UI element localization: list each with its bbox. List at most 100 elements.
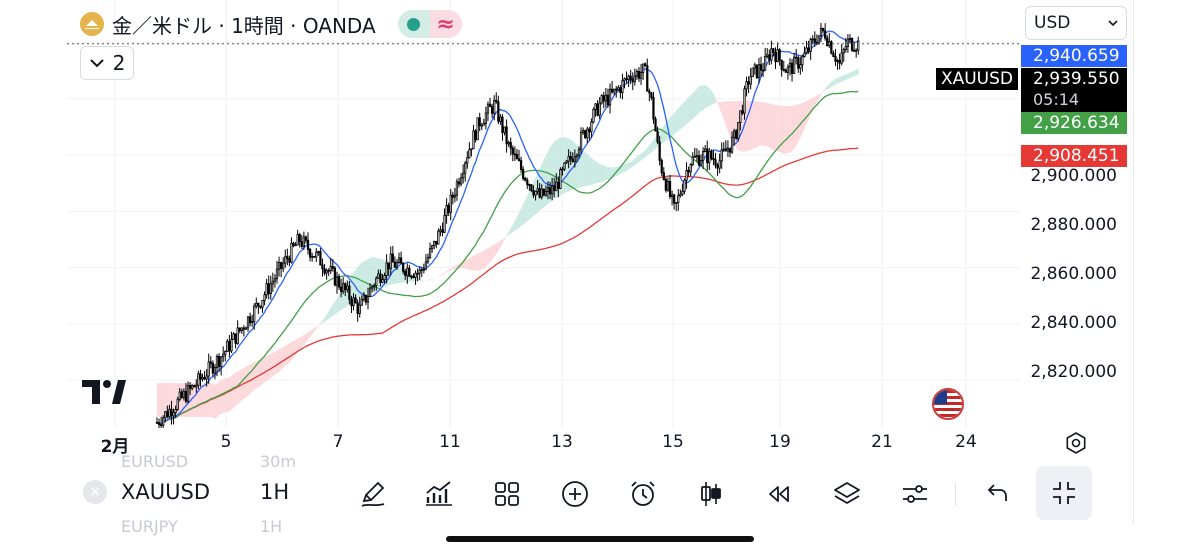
cloud-segment [322,316,326,323]
candle-body [191,385,194,389]
candle [660,158,663,177]
candle [414,270,417,285]
candle-body [677,195,680,204]
indicators-collapse-button[interactable]: 2 [80,46,134,80]
candle [563,162,566,172]
candle [666,177,670,192]
close-symbol-button[interactable]: × [83,480,107,504]
candle-body [346,285,349,291]
cloud-segment [676,107,679,133]
candle-body [447,205,450,213]
candle [619,85,622,99]
cloud-segment [479,251,483,271]
candle-body [333,267,337,286]
candle [540,184,543,200]
cloud-segment [692,90,696,119]
drawing-tools-button[interactable] [355,476,391,512]
cloud-segment [324,314,328,322]
symbol-selector[interactable]: XAUUSD [121,480,210,504]
indicator-toggle-button[interactable]: ≈ [429,10,462,38]
cloud-segment [223,378,226,413]
candle [168,404,171,419]
candle-body [577,148,581,156]
cloud-segment [475,253,479,271]
timeframe-selector[interactable]: 1H [260,480,290,504]
candle-body [584,130,587,138]
candle [594,103,597,117]
chart-settings-icon[interactable] [1065,432,1087,454]
us-flag-event-icon[interactable] [932,388,964,420]
object-tree-button[interactable] [829,476,865,512]
price-chart[interactable] [67,0,1020,428]
candle-body [253,305,256,322]
cloud-segment [355,266,359,300]
candle [730,131,734,154]
cloud-segment [485,247,489,267]
candle-body [362,294,365,300]
indicators-button[interactable] [421,476,457,512]
candle-body [497,101,500,122]
candle [538,183,541,199]
candle-body [784,69,787,73]
candle-body [720,149,723,162]
candle [739,110,742,131]
candle [213,364,217,380]
exit-fullscreen-button[interactable] [1036,466,1092,520]
candle [333,266,337,287]
cloud-segment [767,102,770,148]
cloud-segment [645,147,648,158]
candle [323,264,326,276]
candle [751,67,754,78]
candle [586,126,589,143]
candle-body [782,68,785,71]
candle-body [780,59,783,70]
cloud-segment [525,194,528,223]
candle [836,58,839,70]
candle [356,299,359,322]
candle-body [819,27,823,37]
candle [652,91,655,124]
undo-button[interactable] [979,476,1015,512]
candle [590,118,593,138]
candle [499,113,502,125]
layouts-button[interactable] [489,476,525,512]
candle [257,302,260,314]
cloud-segment [533,177,537,216]
candle [784,68,787,73]
candle-body [598,102,601,116]
cloud-segment [483,249,487,268]
candle [650,92,653,101]
candle-body [840,52,843,64]
add-button[interactable] [557,476,593,512]
cloud-segment [450,267,454,271]
chart-type-button[interactable] [693,476,729,512]
market-status-badge[interactable] [397,10,430,38]
candle-body [850,37,854,51]
candle [658,135,661,166]
candle [532,185,535,199]
cloud-segment [370,257,373,292]
candle [561,166,564,176]
chart-canvas[interactable] [67,0,1020,428]
candle-body [617,87,620,91]
candle-body [323,268,326,274]
currency-select[interactable]: USD [1025,6,1127,40]
candle [224,350,227,362]
candle [708,147,711,170]
symbol-title-bar[interactable]: 金／米ドル · 1時間 · OANDA ≈ [80,10,462,38]
candle [830,40,833,55]
cloud-segment [320,320,324,325]
candle-body [693,155,696,158]
candle [259,305,262,310]
candle-body [364,294,368,303]
chart-properties-button[interactable] [897,476,933,512]
candle-body [652,96,655,120]
candle [325,268,328,280]
replay-button[interactable] [761,476,797,512]
candle [360,295,363,306]
alerts-button[interactable] [625,476,661,512]
candle-body [366,296,370,303]
candle-body [555,181,558,192]
candle [757,57,761,84]
cloud-segment [630,160,634,168]
